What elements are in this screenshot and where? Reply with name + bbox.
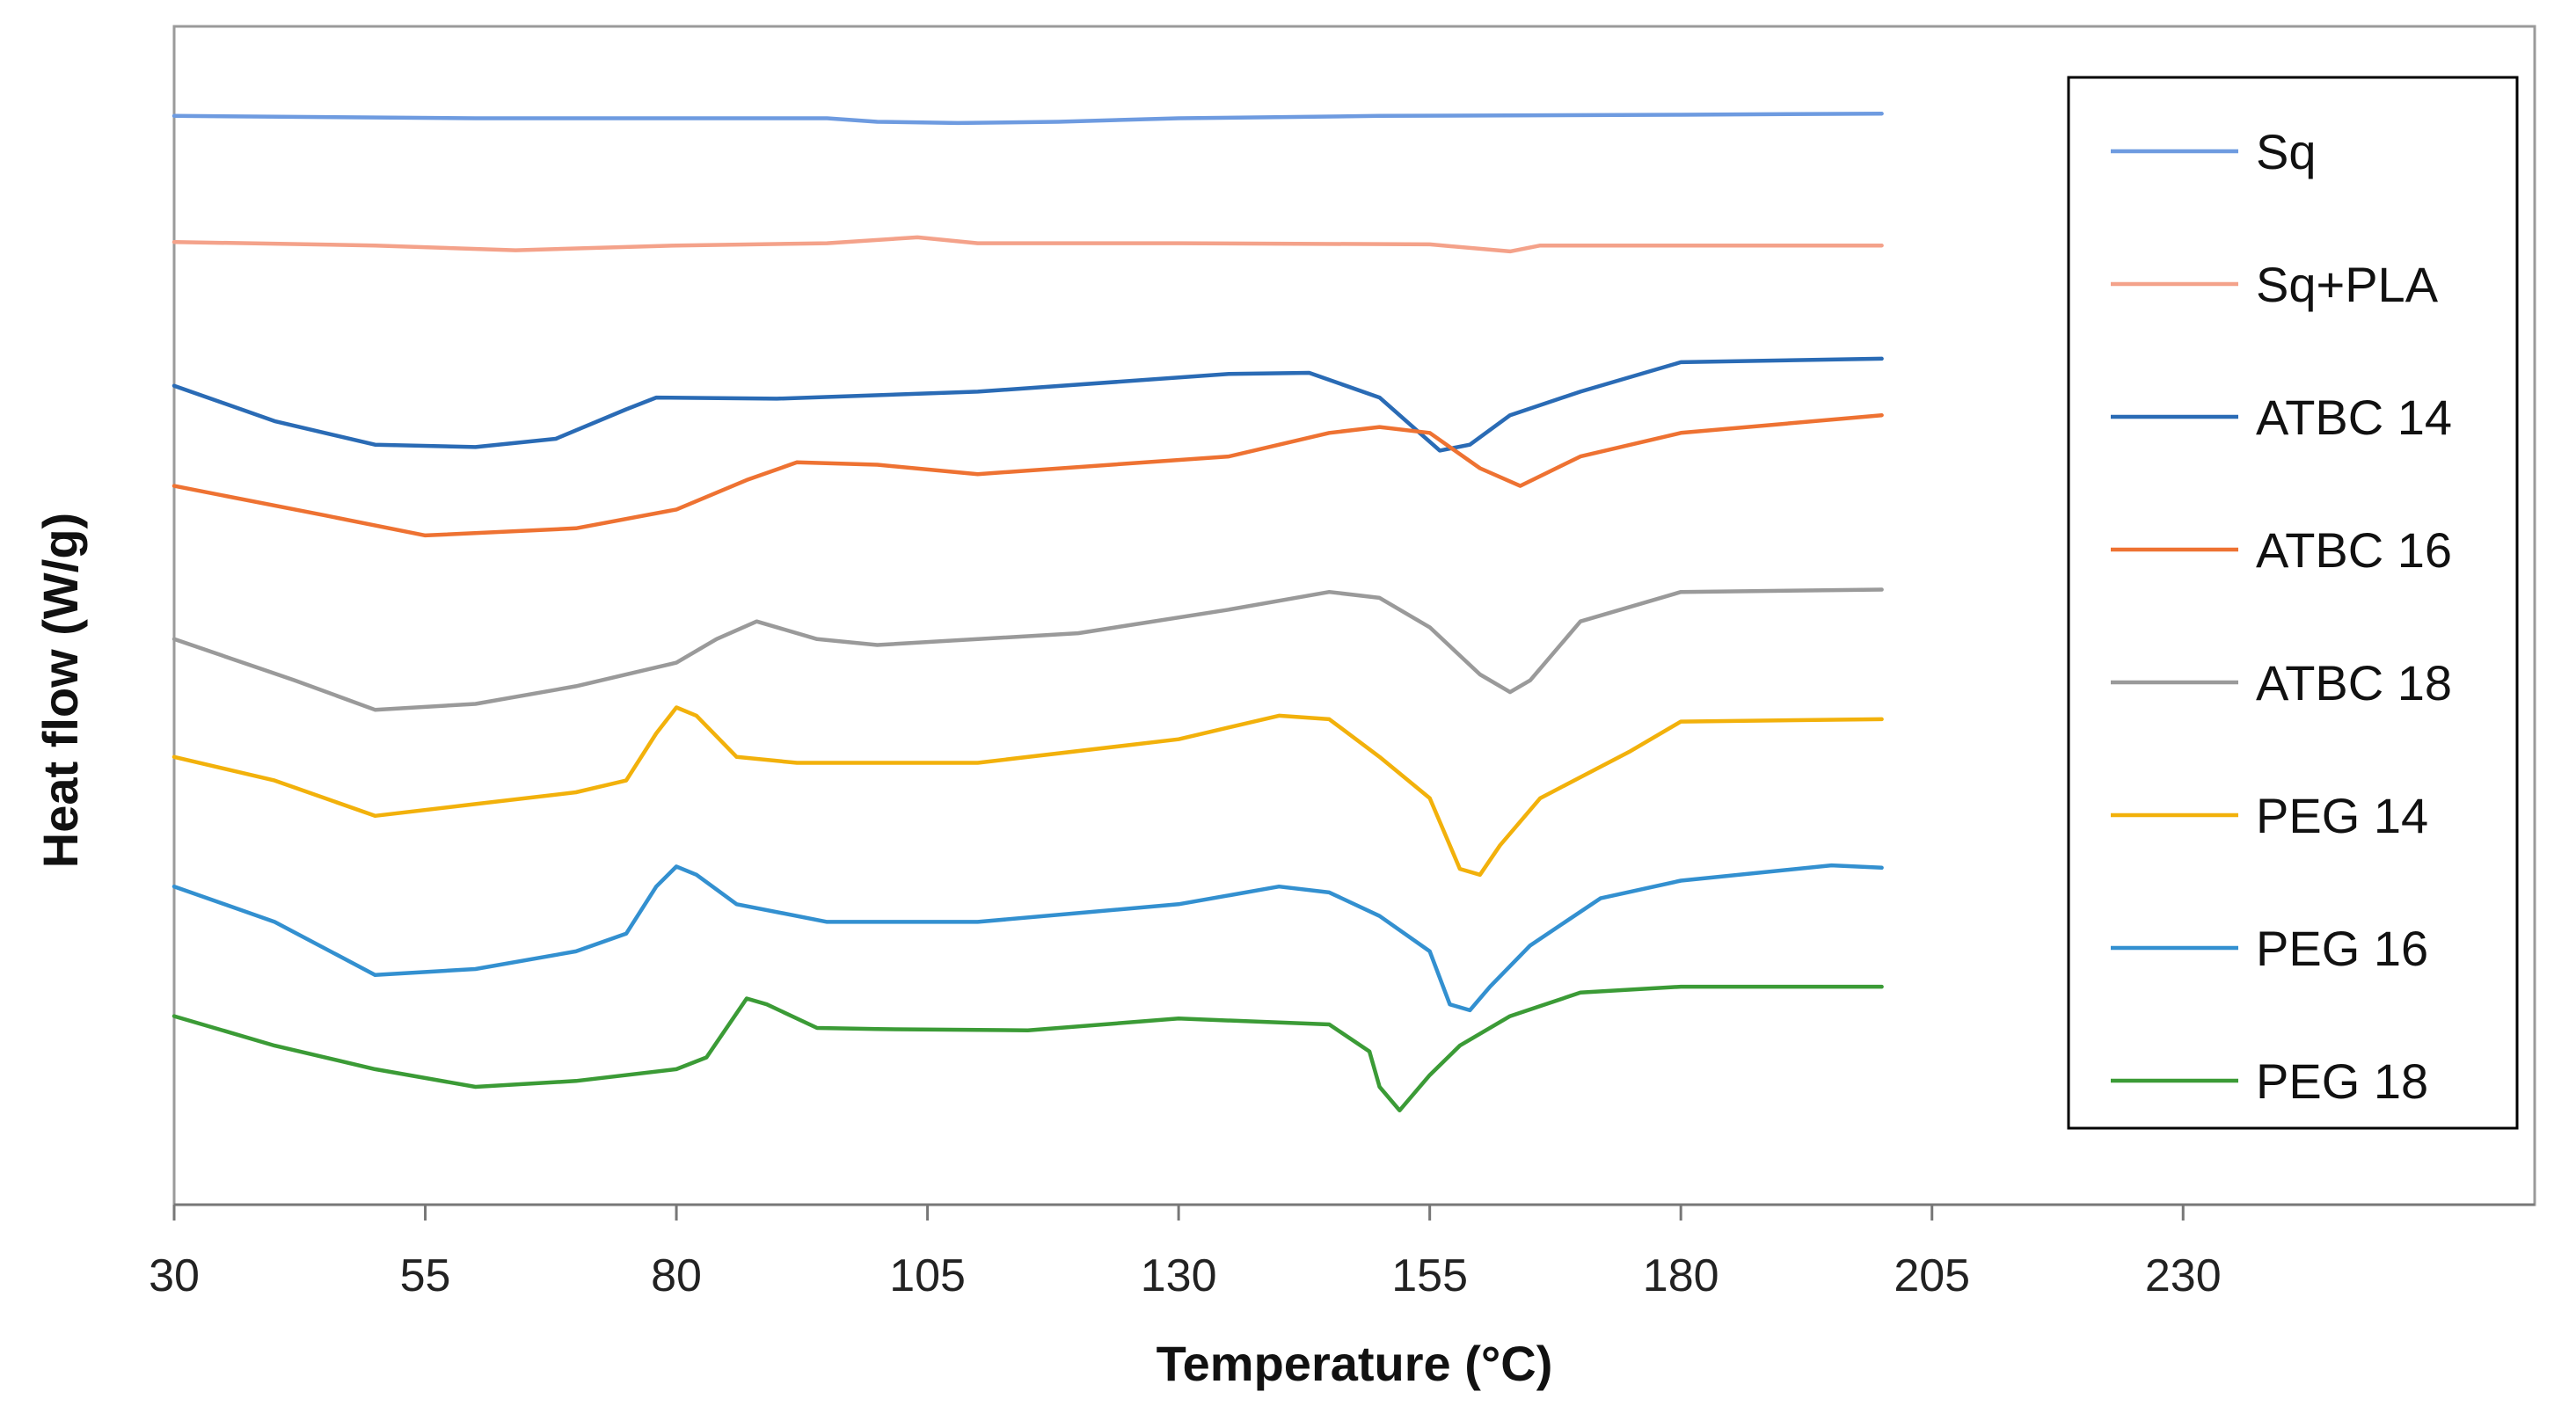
x-tick-label: 55: [400, 1250, 451, 1301]
x-tick-label: 80: [651, 1250, 702, 1301]
series-line-peg-18: [171, 984, 1884, 1113]
series-layer: [171, 111, 1884, 1113]
series-line-peg-14: [171, 705, 1884, 878]
series-line-sq-pla: [171, 235, 1884, 254]
legend-label: PEG 14: [2256, 788, 2428, 843]
legend-label: Sq: [2256, 124, 2317, 179]
series-line-peg-16: [171, 863, 1884, 1013]
x-tick-label: 130: [1141, 1250, 1217, 1301]
series-line-atbc-18: [171, 587, 1884, 712]
legend-label: ATBC 18: [2256, 655, 2452, 710]
x-tick-label: 155: [1391, 1250, 1468, 1301]
legend-label: PEG 18: [2256, 1053, 2428, 1109]
x-tick-label: 230: [2145, 1250, 2222, 1301]
y-axis-title: Heat flow (W/g): [33, 513, 88, 868]
x-tick-label: 105: [889, 1250, 966, 1301]
x-tick-label: 180: [1643, 1250, 1719, 1301]
x-axis: 30 55 80 105 130 155 180 205 230: [149, 1203, 2535, 1301]
series-line-sq: [171, 111, 1884, 126]
x-tick-label: 205: [1894, 1250, 1970, 1301]
legend-label: ATBC 16: [2256, 522, 2452, 578]
legend-box: [2067, 76, 2519, 1130]
series-line-atbc-16: [171, 412, 1884, 538]
series-line-atbc-14: [171, 356, 1884, 453]
legend-label: Sq+PLA: [2256, 257, 2439, 312]
x-axis-title: Temperature (°C): [1157, 1336, 1553, 1391]
legend-label: ATBC 14: [2256, 390, 2452, 445]
legend: Sq Sq+PLA ATBC 14 ATBC 16 ATBC 18 PEG 14 PEG 1…: [2067, 76, 2519, 1130]
legend-label: PEG 16: [2256, 921, 2428, 976]
x-tick-label: 30: [149, 1250, 200, 1301]
